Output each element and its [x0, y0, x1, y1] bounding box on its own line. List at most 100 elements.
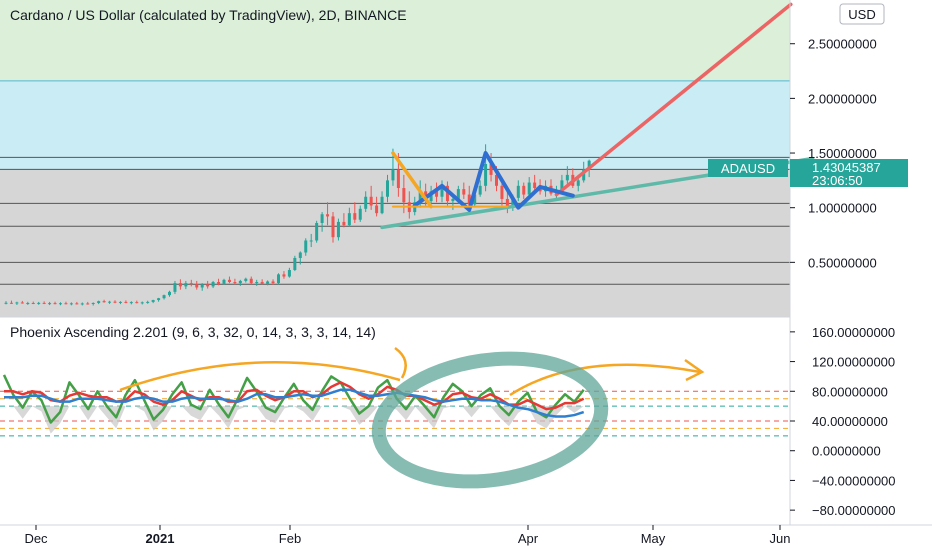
- candle-body: [75, 303, 79, 305]
- countdown-label: 23:06:50: [812, 173, 863, 188]
- last-price-label: 1.43045387: [812, 160, 881, 175]
- candle-body: [189, 283, 193, 285]
- oscillator-annotations: [119, 346, 705, 489]
- candle-body: [386, 180, 389, 197]
- price-tick-label: 1.50000000: [808, 146, 877, 161]
- orange-arrow-left: [394, 346, 407, 379]
- candle-body: [484, 163, 488, 186]
- candle-body: [462, 189, 466, 195]
- candle-body: [478, 185, 482, 195]
- candle-body: [511, 197, 515, 208]
- drawing-pattern-orange: [391, 151, 433, 209]
- zone-green: [0, 0, 790, 81]
- candle-body: [358, 208, 362, 220]
- candle-body: [168, 291, 171, 296]
- candle-body: [69, 303, 73, 305]
- candle-body: [233, 282, 237, 284]
- candle-body: [505, 198, 509, 208]
- oscillator-lines: [2, 374, 585, 434]
- candle-body: [124, 301, 128, 303]
- time-tick-label: 2021: [146, 531, 175, 546]
- candle-body: [9, 302, 13, 304]
- chart-title: Cardano / US Dollar (calculated by Tradi…: [10, 7, 407, 23]
- osc-tick-label: 0.00000000: [812, 444, 881, 459]
- symbol-tag-bg: [708, 159, 788, 177]
- candle-body: [342, 221, 346, 226]
- zone-gray: [0, 169, 790, 317]
- candle-body: [200, 284, 204, 288]
- candle-body: [380, 196, 384, 214]
- candle-body: [456, 189, 460, 199]
- osc-tick-label: 120.00000000: [812, 355, 895, 370]
- candle-body: [20, 302, 24, 304]
- candle-body: [277, 274, 280, 284]
- candle-body: [238, 280, 242, 284]
- candle-body: [15, 302, 19, 304]
- candle-body: [260, 282, 264, 284]
- time-tick-label: Dec: [24, 531, 48, 546]
- candle-body: [64, 303, 68, 305]
- candle-body: [108, 301, 112, 303]
- candle-body: [140, 302, 144, 304]
- orange-arc-left: [119, 360, 401, 392]
- candle-body: [440, 185, 444, 197]
- candle-body: [576, 180, 580, 186]
- candle-body: [298, 252, 302, 258]
- candle-body: [336, 221, 340, 238]
- candle-body: [500, 185, 504, 199]
- candle-body: [533, 182, 537, 189]
- candle-body: [495, 174, 498, 186]
- symbol-tag: ADAUSD: [721, 161, 775, 176]
- candle-body: [53, 303, 57, 305]
- candle-body: [347, 213, 351, 226]
- candle-body: [37, 302, 41, 304]
- candle-body: [157, 298, 161, 301]
- candle-body: [206, 284, 210, 287]
- price-tick-label: 2.00000000: [808, 91, 877, 106]
- candle-body: [178, 283, 182, 287]
- candle-body: [331, 216, 335, 238]
- price-tag-bg: [790, 159, 908, 187]
- candle-body: [315, 222, 319, 241]
- candle-body: [48, 303, 52, 305]
- oscillator-axis: 160.00000000 120.00000000 80.00000000 40.00…: [790, 325, 896, 518]
- price-tick-label: 1.00000000: [808, 201, 877, 216]
- currency-button[interactable]: USD: [839, 3, 885, 25]
- candle-body: [369, 196, 373, 206]
- candle-body: [184, 283, 188, 287]
- candle-body: [217, 282, 221, 284]
- candle-body: [97, 301, 101, 304]
- candle-body: [582, 169, 586, 181]
- candle-body: [402, 188, 406, 203]
- candle-body: [304, 240, 308, 253]
- candle-body: [364, 196, 368, 209]
- osc-line-blue: [4, 388, 585, 418]
- candle-body: [396, 169, 400, 189]
- candle-body: [287, 269, 291, 277]
- candle-body: [353, 213, 357, 220]
- candle-body: [489, 163, 493, 175]
- candle-body: [320, 214, 324, 223]
- candle-body: [293, 257, 297, 270]
- candle-body: [4, 302, 8, 304]
- orange-arc-right: [509, 363, 701, 397]
- candle-body: [135, 302, 139, 304]
- time-axis: Dec 2021 Feb Apr May Jun: [24, 525, 790, 546]
- candle-body: [227, 279, 231, 283]
- candle-body: [418, 191, 422, 203]
- candle-body: [473, 194, 477, 205]
- candle-body: [522, 185, 526, 195]
- drawing-pattern-blue: [412, 151, 575, 212]
- candle-body: [516, 185, 520, 198]
- oscillator-levels: [0, 390, 790, 437]
- time-tick-label: Jun: [770, 531, 791, 546]
- candle-body: [375, 205, 379, 214]
- candle-body: [587, 160, 591, 170]
- candle-body: [113, 301, 117, 303]
- candle-body: [195, 284, 199, 288]
- candle-body: [42, 302, 46, 304]
- osc-tick-label: 40.00000000: [812, 414, 888, 429]
- candle-body: [59, 303, 62, 305]
- candle-body: [162, 295, 166, 299]
